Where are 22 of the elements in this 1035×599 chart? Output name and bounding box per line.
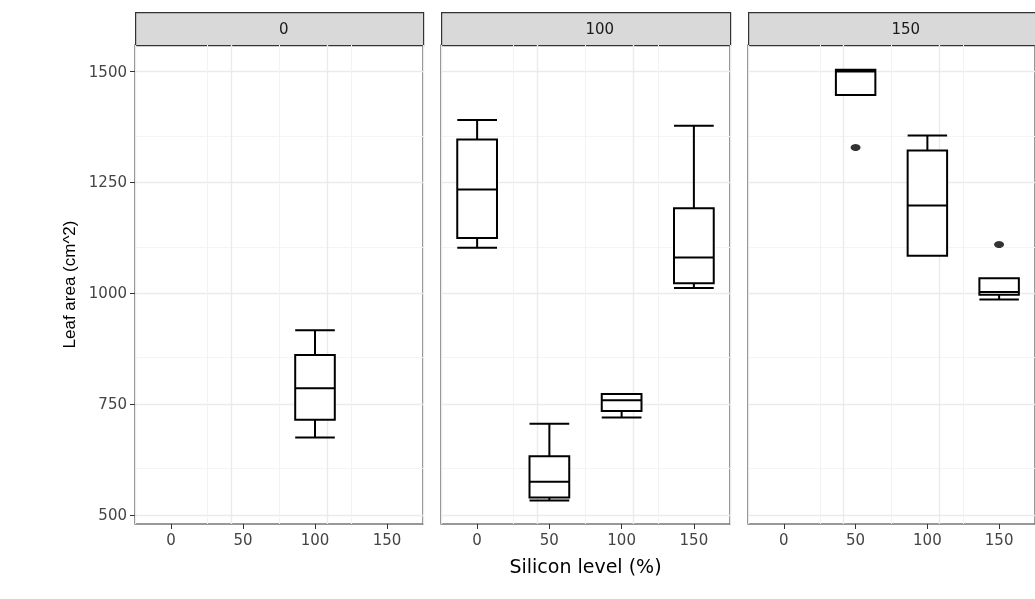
- x-axis-title: Silicon level (%): [509, 554, 662, 577]
- x-tick-label: 0: [472, 530, 482, 549]
- y-tick-label: 1250: [88, 173, 127, 192]
- y-tick-label: 500: [98, 506, 127, 525]
- y-axis-title: Leaf area (cm^2): [59, 220, 79, 349]
- x-tick-label: 0: [166, 530, 176, 549]
- x-tick-label: 50: [846, 530, 866, 549]
- x-tick-label: 150: [679, 530, 709, 549]
- y-tick-label: 1500: [88, 62, 127, 81]
- x-tick-label: 100: [300, 530, 330, 549]
- y-tick-label: 750: [98, 395, 127, 414]
- chart-title: 150: [891, 19, 921, 38]
- x-tick-label: 150: [984, 530, 1014, 549]
- x-tick-label: 50: [233, 530, 253, 549]
- chart-title: 0: [279, 19, 289, 38]
- y-tick-label: 1000: [88, 284, 127, 303]
- x-tick-label: 150: [372, 530, 402, 549]
- x-tick-label: 50: [539, 530, 559, 549]
- chart-title: 100: [585, 19, 615, 38]
- x-tick-label: 0: [779, 530, 789, 549]
- x-tick-label: 100: [913, 530, 942, 549]
- x-tick-label: 100: [607, 530, 636, 549]
